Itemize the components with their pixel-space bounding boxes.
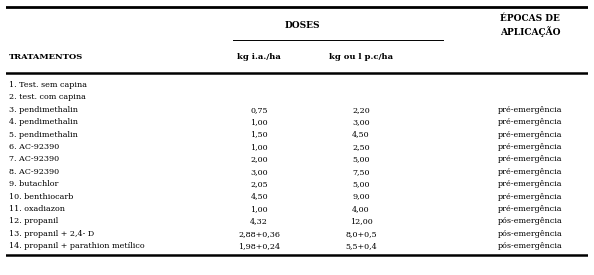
Text: 8,0+0,5: 8,0+0,5: [345, 230, 377, 238]
Text: 2,50: 2,50: [352, 143, 370, 151]
Text: 7,50: 7,50: [352, 168, 370, 176]
Text: pré-emergência: pré-emergência: [498, 118, 562, 126]
Text: 11. oxadiazon: 11. oxadiazon: [9, 205, 65, 213]
Text: 5,00: 5,00: [352, 155, 370, 163]
Text: 10. benthiocarb: 10. benthiocarb: [9, 192, 73, 200]
Text: 1,00: 1,00: [250, 205, 268, 213]
Text: 9. butachlor: 9. butachlor: [9, 180, 58, 188]
Text: pré-emergência: pré-emergência: [498, 131, 562, 139]
Text: 1,00: 1,00: [250, 118, 268, 126]
Text: 12. propanil: 12. propanil: [9, 217, 58, 225]
Text: 1. Test. sem capina: 1. Test. sem capina: [9, 81, 87, 89]
Text: 2,00: 2,00: [250, 155, 268, 163]
Text: 1,98+0,24: 1,98+0,24: [238, 242, 280, 250]
Text: 3,00: 3,00: [352, 118, 370, 126]
Text: 7. AC-92390: 7. AC-92390: [9, 155, 59, 163]
Text: kg ou l p.c/ha: kg ou l p.c/ha: [329, 53, 393, 61]
Text: pós-emergência: pós-emergência: [497, 230, 563, 238]
Text: 4,32: 4,32: [250, 217, 268, 225]
Text: pré-emergência: pré-emergência: [498, 180, 562, 188]
Text: TRATAMENTOS: TRATAMENTOS: [9, 53, 83, 61]
Text: 6. AC-92390: 6. AC-92390: [9, 143, 59, 151]
Text: 2. test. com capina: 2. test. com capina: [9, 93, 86, 101]
Text: pós-emergência: pós-emergência: [497, 217, 563, 225]
Text: 2,88+0,36: 2,88+0,36: [238, 230, 280, 238]
Text: kg i.a./ha: kg i.a./ha: [237, 53, 281, 61]
Text: pré-emergência: pré-emergência: [498, 106, 562, 114]
Text: DOSES: DOSES: [285, 21, 321, 30]
Text: pré-emergência: pré-emergência: [498, 192, 562, 200]
Text: 3. pendimethalin: 3. pendimethalin: [9, 106, 78, 114]
Text: 4,00: 4,00: [352, 205, 370, 213]
Text: pré-emergência: pré-emergência: [498, 205, 562, 213]
Text: 3,00: 3,00: [250, 168, 268, 176]
Text: 14. propanil + parathion metílico: 14. propanil + parathion metílico: [9, 242, 144, 250]
Text: 0,75: 0,75: [251, 106, 268, 114]
Text: 5,5+0,4: 5,5+0,4: [345, 242, 377, 250]
Text: pré-emergência: pré-emergência: [498, 143, 562, 151]
Text: 12,00: 12,00: [350, 217, 372, 225]
Text: 2,20: 2,20: [352, 106, 370, 114]
Text: 5,00: 5,00: [352, 180, 370, 188]
Text: 2,05: 2,05: [250, 180, 268, 188]
Text: 5. pendimethalin: 5. pendimethalin: [9, 131, 78, 139]
Text: 4,50: 4,50: [250, 192, 268, 200]
Text: 1,50: 1,50: [250, 131, 268, 139]
Text: 4. pendimethalin: 4. pendimethalin: [9, 118, 78, 126]
Text: pré-emergência: pré-emergência: [498, 155, 562, 163]
Text: 9,00: 9,00: [352, 192, 370, 200]
Text: pré-emergência: pré-emergência: [498, 168, 562, 176]
Text: 1,00: 1,00: [250, 143, 268, 151]
Text: 4,50: 4,50: [352, 131, 370, 139]
Text: pós-emergência: pós-emergência: [497, 242, 563, 250]
Text: 8. AC-92390: 8. AC-92390: [9, 168, 59, 176]
Text: ÉPOCAS DE
APLICAÇÃO: ÉPOCAS DE APLICAÇÃO: [500, 14, 560, 37]
Text: 13. propanil + 2,4- D: 13. propanil + 2,4- D: [9, 230, 94, 238]
